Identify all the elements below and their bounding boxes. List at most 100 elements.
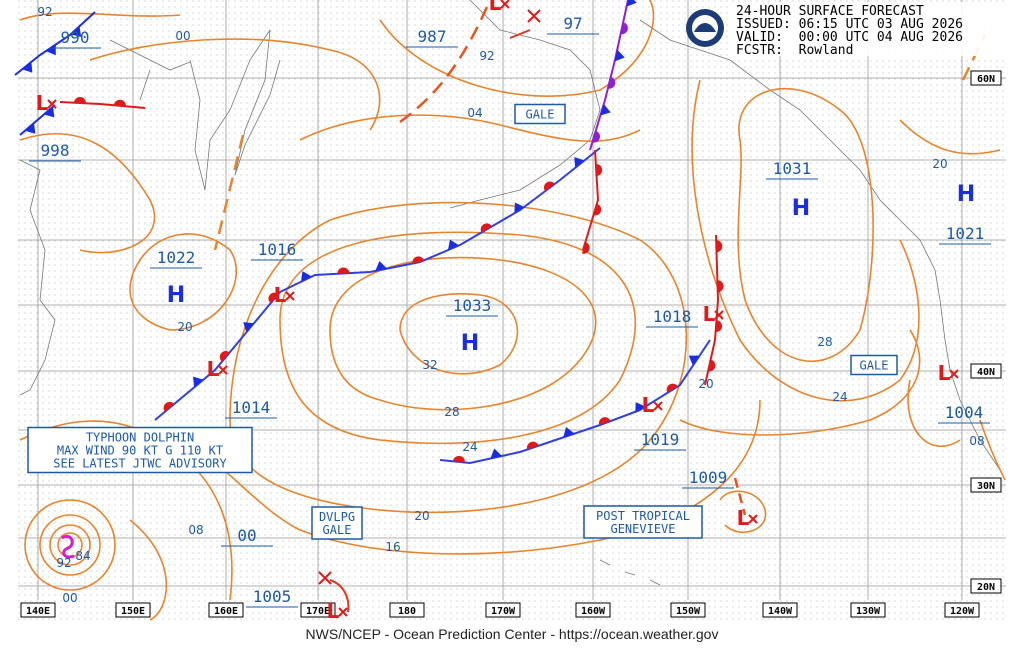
box-text: TYPHOON DOLPHIN [86, 431, 194, 445]
warm-front-symbol [716, 240, 723, 253]
lon-label-box [670, 602, 706, 618]
cold-front-symbol [301, 271, 312, 282]
header-title: 24-HOUR SURFACE FORECAST [736, 4, 924, 19]
lon-label: 170W [491, 606, 516, 617]
low-cross [285, 291, 295, 301]
lon-label: 140W [768, 606, 793, 617]
lon-label: 120W [950, 606, 975, 617]
cold-front-symbol [614, 49, 625, 62]
cold-front-symbol [600, 104, 611, 116]
lat-label: 40N [977, 367, 995, 378]
cold-front-symbol [514, 202, 525, 214]
troughs [213, 0, 987, 613]
warm-front [582, 149, 600, 251]
pressure-value: 1014 [232, 398, 271, 417]
lon-label: 140E [26, 606, 50, 617]
lon-label-box [208, 602, 244, 618]
box-text: POST TROPICAL [596, 509, 690, 523]
lon-label: 150E [121, 606, 145, 617]
pressure-value: 00 [237, 526, 256, 545]
pressure-value: 97 [563, 14, 582, 33]
warm-front [59, 101, 146, 109]
header-valid: VALID: 00:00 UTC 04 AUG 2026 [736, 30, 963, 45]
cold-front-symbol [22, 61, 33, 73]
low-cross [218, 365, 228, 375]
text-box [27, 426, 253, 474]
lat-label: 20N [977, 582, 995, 593]
high-center: H [792, 196, 810, 221]
cold-front-symbol [243, 322, 254, 333]
lon-label-box [300, 602, 336, 618]
labels: 140E 150E 160E 170E 180 170W 160W 150W 140W 130W 1… [20, 0, 1002, 623]
warm-front-symbol [543, 181, 555, 192]
isobar-label: 92 [37, 5, 52, 19]
lon-label-box [575, 602, 611, 618]
cold-front-symbol [45, 44, 56, 56]
warm-front-symbol [717, 280, 724, 293]
high-center: H [461, 331, 479, 356]
header-box [730, 2, 1006, 56]
low-center: L [737, 506, 750, 530]
lat-label-box [970, 477, 1002, 493]
isobar-label: 20 [177, 320, 192, 334]
box-text: GALE [860, 359, 889, 373]
low-position-cross [318, 9, 541, 585]
map-background [18, 0, 1006, 620]
lon-label-box [850, 602, 886, 618]
low-cross [949, 369, 959, 379]
isobar-label: 28 [817, 335, 832, 349]
warm-front-symbol [715, 320, 723, 333]
warm-front-symbol [708, 359, 716, 372]
warm-front-symbol [595, 163, 603, 176]
lon-label: 170E [306, 606, 330, 617]
low-cross [338, 607, 348, 617]
box-text: GALE [323, 523, 352, 537]
lon-label-box [389, 602, 425, 618]
noaa-logo [686, 9, 724, 47]
lon-label-box [115, 602, 151, 618]
isobar-label: 08 [969, 434, 984, 448]
lat-label-box [970, 363, 1002, 379]
lat-label: 60N [977, 74, 995, 85]
lon-label: 180 [398, 606, 416, 617]
text-box [850, 354, 898, 376]
low-cross [47, 99, 57, 109]
cold-front-symbol [375, 260, 388, 271]
warm-front-symbol [337, 267, 350, 274]
box-text: GENEVIEVE [610, 522, 675, 536]
text-box [583, 505, 703, 539]
low-cross [748, 514, 758, 524]
text-box [514, 103, 566, 125]
warm-front-symbol [73, 97, 86, 104]
lon-label: 160E [214, 606, 238, 617]
isobar-label: 92 [479, 49, 494, 63]
box-text: SEE LATEST JTWC ADVISORY [53, 457, 227, 471]
cold-front-symbol [563, 426, 575, 438]
warm-front-symbol [598, 417, 611, 426]
pressure-value: 990 [61, 28, 90, 47]
cold-front-symbol [626, 0, 637, 7]
text-box [311, 506, 363, 540]
pressure-value: 1022 [157, 248, 196, 267]
pressure-value: 1004 [945, 403, 984, 422]
pressure-value: 1021 [946, 224, 985, 243]
low-cross [714, 310, 724, 320]
pressure-value: 998 [41, 141, 70, 160]
pressure-value: 1016 [258, 240, 297, 259]
lon-label: 130W [856, 606, 881, 617]
low-center: L [938, 361, 951, 385]
low-center: L [36, 91, 49, 115]
low-center: L [274, 283, 287, 307]
cold-front-symbol [43, 106, 55, 118]
pressure-value: 1033 [453, 296, 492, 315]
box-text: MAX WIND 90 KT G 110 KT [57, 444, 223, 458]
pressure-value: 1019 [641, 430, 680, 449]
warm-front-symbol [593, 203, 602, 216]
pressure-value: 1031 [773, 159, 812, 178]
isobar-label: 20 [932, 157, 947, 171]
isobar-label: 24 [832, 390, 847, 404]
header-forecaster: FCSTR: Rowland [736, 43, 853, 58]
lon-label-box [762, 602, 798, 618]
low-center: L [703, 302, 716, 326]
isobar-label: 20 [698, 377, 713, 391]
